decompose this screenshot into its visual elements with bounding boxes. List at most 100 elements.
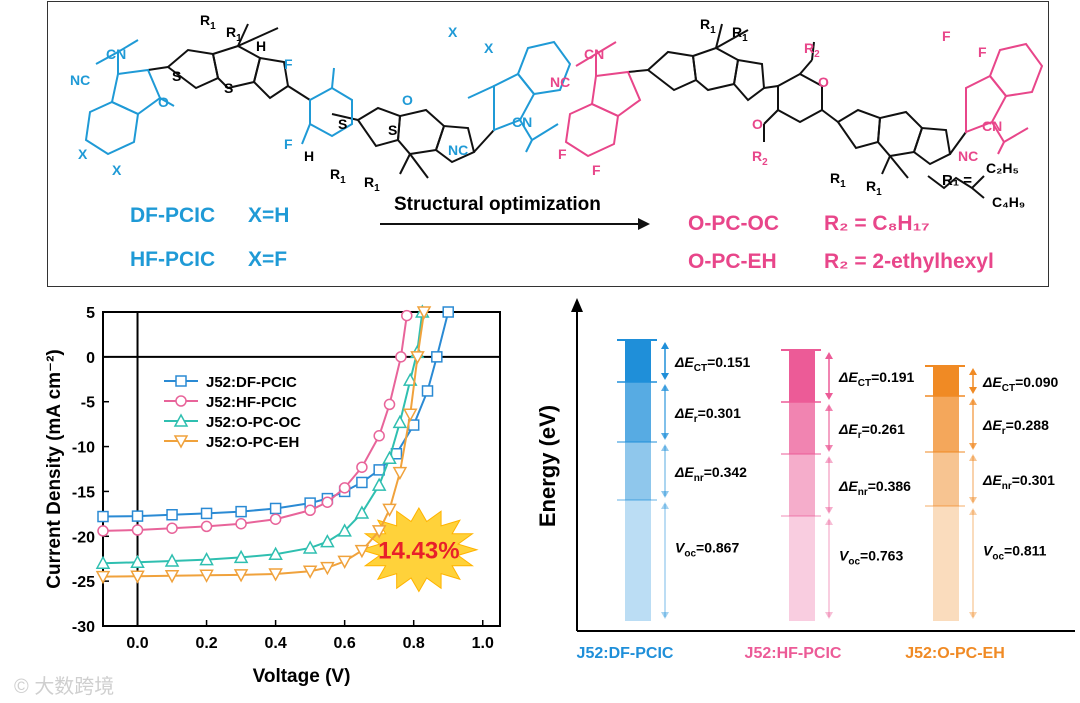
arrow-down-icon <box>825 445 833 452</box>
data-point <box>131 524 144 536</box>
scheme-drawing <box>84 23 1044 230</box>
data-point <box>402 372 418 386</box>
atom-cn: CN <box>512 114 533 130</box>
y-tick-label: -25 <box>72 574 95 591</box>
right-molecule-core <box>627 23 985 199</box>
column-label: J52:DF-PCIC <box>577 645 674 662</box>
data-point <box>373 430 385 442</box>
data-point <box>416 306 432 320</box>
y-axis-label: Current Density (mA cm⁻²) <box>44 349 65 588</box>
data-point <box>131 510 144 522</box>
data-point <box>371 525 387 539</box>
arrow-up-icon <box>661 342 669 349</box>
left-molecule-blue-parts <box>84 39 572 156</box>
r1-branch-bottom: C₄H₉ <box>992 194 1026 210</box>
arrow-up-icon <box>661 502 669 509</box>
label-delta-e-nr: ΔEnr=0.301 <box>982 472 1055 492</box>
atom-o: O <box>402 92 413 108</box>
energy-loss-chart: Energy (eV) ΔECT=0.151 ΔEr=0.301 ΔEnr=0.342… <box>535 298 1075 662</box>
watermark: © 大数跨境 <box>14 676 115 698</box>
data-point <box>173 413 189 427</box>
data-point <box>320 534 335 548</box>
optimization-arrow-head <box>638 218 650 230</box>
energy-segment <box>625 340 651 382</box>
data-point <box>421 385 434 397</box>
data-point <box>235 517 247 530</box>
data-point <box>199 552 214 566</box>
left-molecule-core <box>147 23 495 179</box>
label-voc: Voc=0.867 <box>675 540 739 560</box>
atom-r1: R1 <box>226 24 242 44</box>
data-point <box>175 395 187 407</box>
label-delta-e-ct: ΔECT=0.090 <box>982 374 1059 394</box>
data-point <box>356 476 368 489</box>
arrow-up-icon <box>825 456 833 463</box>
data-point <box>410 351 425 365</box>
energy-segment <box>789 516 815 621</box>
label-delta-e-r: ΔEr=0.288 <box>982 417 1049 437</box>
data-point <box>268 568 283 582</box>
right-molecule-pink-parts <box>564 41 1044 158</box>
atom-nc: NC <box>958 148 979 164</box>
data-point <box>431 351 443 363</box>
arrow-up-icon <box>969 454 977 461</box>
atom-s: S <box>338 116 348 132</box>
data-point <box>199 569 214 583</box>
arrow-down-icon <box>969 387 977 394</box>
data-point <box>337 523 352 537</box>
arrow-up-icon <box>969 368 977 375</box>
series-line <box>102 311 424 565</box>
atom-cn: CN <box>584 46 605 62</box>
x-tick-label: 0.0 <box>126 635 148 652</box>
data-point <box>392 466 408 481</box>
data-point <box>304 504 316 517</box>
atom-s: S <box>224 80 234 96</box>
data-point <box>166 509 178 521</box>
data-point <box>130 554 145 569</box>
data-point <box>356 461 368 473</box>
data-point <box>382 503 397 517</box>
data-point <box>97 525 109 537</box>
legend-label: J52:O-PC-OC <box>206 414 301 431</box>
arrow-down-icon <box>969 497 977 504</box>
energy-segment <box>789 350 815 402</box>
x-tick-label: 0.4 <box>264 635 286 652</box>
arrow-down-icon <box>661 612 669 619</box>
x-tick-label: 0.2 <box>195 635 217 652</box>
y-tick-label: -30 <box>72 619 95 636</box>
series-line <box>102 311 426 578</box>
data-point <box>302 540 318 554</box>
atom-f: F <box>558 146 567 162</box>
x-tick-label: 0.8 <box>403 635 425 652</box>
arrow-up-icon <box>661 444 669 451</box>
data-point <box>173 435 189 449</box>
label-delta-e-nr: ΔEnr=0.386 <box>838 478 911 498</box>
watermark-logo-icon: © <box>14 676 29 698</box>
atom-f: F <box>284 136 293 152</box>
label-delta-e-r: ΔEr=0.301 <box>674 405 741 425</box>
atom-r1: R1 <box>330 166 346 186</box>
legend-label: J52:O-PC-EH <box>206 434 299 451</box>
compound-def-df-pcic: X=H <box>248 204 290 227</box>
jv-curve-chart: 0.0 0.2 0.4 0.6 0.8 1.0 5 0 -5 -10 -15 -20 -25 -30 Vol… <box>44 304 501 687</box>
atom-r2: R2 <box>752 148 768 168</box>
efficiency-value: 14.43% <box>378 538 459 565</box>
energy-segment <box>933 452 959 506</box>
atom-nc: NC <box>70 72 91 88</box>
arrow-down-icon <box>661 373 669 380</box>
data-point <box>233 549 249 564</box>
data-point <box>269 513 282 525</box>
y-tick-label: -20 <box>72 529 95 546</box>
y-axis-arrow-icon <box>571 298 583 312</box>
atom-h: H <box>256 38 267 54</box>
atom-cn: CN <box>982 118 1003 134</box>
data-point <box>175 375 187 387</box>
atom-o: O <box>158 94 169 110</box>
compound-name-df-pcic: DF-PCIC <box>130 204 216 227</box>
data-point <box>130 570 145 584</box>
chemical-structures-panel: CN NC X X O S S R1 R1 H F F H S S R1 R1 … <box>47 1 1049 287</box>
data-point <box>200 520 213 533</box>
column-label: J52:O-PC-EH <box>905 645 1005 662</box>
arrow-up-icon <box>825 352 833 359</box>
arrow-down-icon <box>969 612 977 619</box>
